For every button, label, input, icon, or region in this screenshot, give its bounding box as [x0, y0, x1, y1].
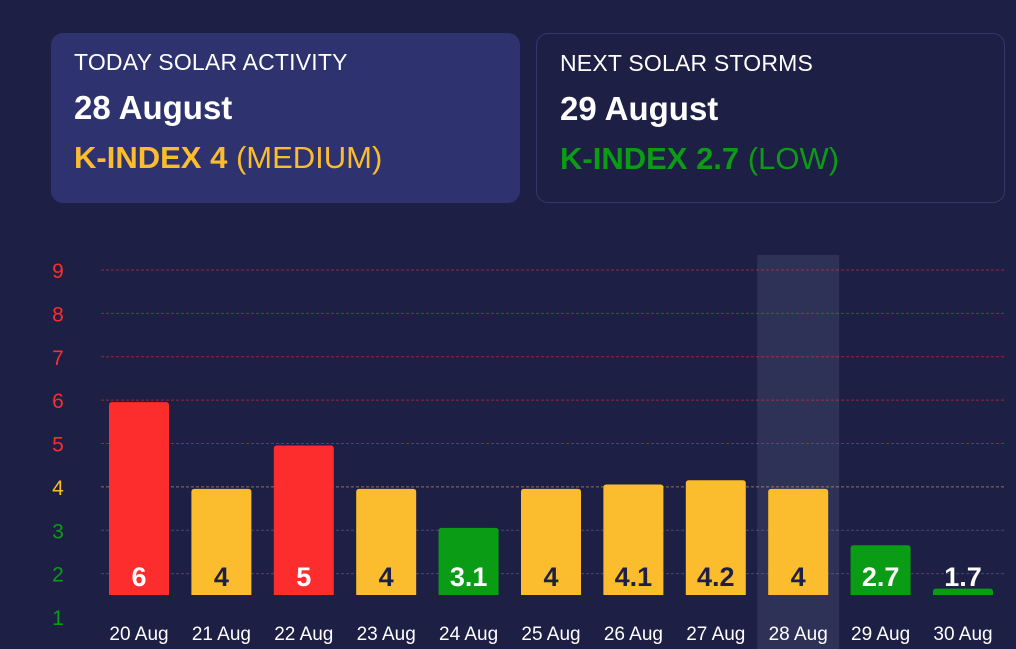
bar-value-label: 4.2 — [697, 562, 735, 592]
x-tick-label: 28 Aug — [769, 624, 828, 645]
x-tick-label: 21 Aug — [192, 624, 251, 645]
today-k-index-level: (MEDIUM) — [235, 140, 383, 175]
bar-value-label: 4 — [379, 562, 394, 592]
today-k-index-line: K-INDEX 4 (MEDIUM) — [74, 140, 497, 176]
bar-value-label: 2.7 — [862, 562, 900, 592]
bar — [685, 480, 746, 595]
x-tick-label: 23 Aug — [357, 624, 416, 645]
x-tick-label: 26 Aug — [604, 624, 663, 645]
y-tick-label: 4 — [52, 477, 64, 500]
bar-value-label: 5 — [296, 562, 311, 592]
x-tick-label: 25 Aug — [521, 624, 580, 645]
next-card-heading: NEXT SOLAR STORMS — [560, 50, 814, 76]
bar-value-label: 3.1 — [450, 562, 488, 592]
y-tick-label: 5 — [52, 434, 64, 457]
x-tick-label: 27 Aug — [686, 624, 745, 645]
bar-value-label: 6 — [131, 562, 146, 592]
x-tick-label: 30 Aug — [933, 624, 992, 645]
bar — [933, 588, 993, 595]
bar — [356, 488, 417, 595]
y-tick-label: 7 — [52, 347, 64, 370]
x-tick-label: 22 Aug — [274, 624, 333, 645]
x-tick-label: 20 Aug — [109, 624, 168, 645]
next-storms-card: NEXT SOLAR STORMS 29 August K-INDEX 2.7 … — [536, 33, 1005, 203]
bar-value-label: 4 — [543, 562, 558, 592]
y-tick-label: 8 — [52, 303, 64, 326]
bar — [109, 402, 169, 595]
y-tick-label: 1 — [52, 607, 64, 630]
next-k-index-level: (LOW) — [747, 141, 840, 176]
bar — [521, 488, 581, 595]
today-card-date: 28 August — [74, 89, 233, 126]
next-k-index-value: K-INDEX 2.7 — [560, 141, 740, 176]
bar-value-label: 4.1 — [615, 562, 653, 592]
y-tick-label: 3 — [52, 520, 64, 543]
next-card-date: 29 August — [560, 90, 719, 127]
next-k-index-line: K-INDEX 2.7 (LOW) — [560, 141, 981, 177]
x-tick-label: 29 Aug — [851, 624, 910, 645]
bar — [191, 488, 252, 595]
today-card-heading: TODAY SOLAR ACTIVITY — [74, 49, 348, 75]
y-tick-label: 9 — [52, 260, 64, 283]
today-activity-card: TODAY SOLAR ACTIVITY 28 August K-INDEX 4… — [51, 33, 520, 203]
bar — [768, 488, 829, 595]
bar — [603, 484, 664, 595]
bar-value-label: 1.7 — [944, 562, 982, 592]
y-tick-label: 2 — [52, 564, 64, 587]
bar — [850, 545, 911, 595]
y-tick-label: 6 — [52, 390, 64, 413]
bar-value-label: 4 — [214, 562, 229, 592]
bar — [273, 445, 334, 595]
bar — [438, 527, 499, 595]
today-k-index-value: K-INDEX 4 — [74, 140, 228, 175]
bar-value-label: 4 — [791, 562, 806, 592]
x-tick-label: 24 Aug — [439, 624, 498, 645]
